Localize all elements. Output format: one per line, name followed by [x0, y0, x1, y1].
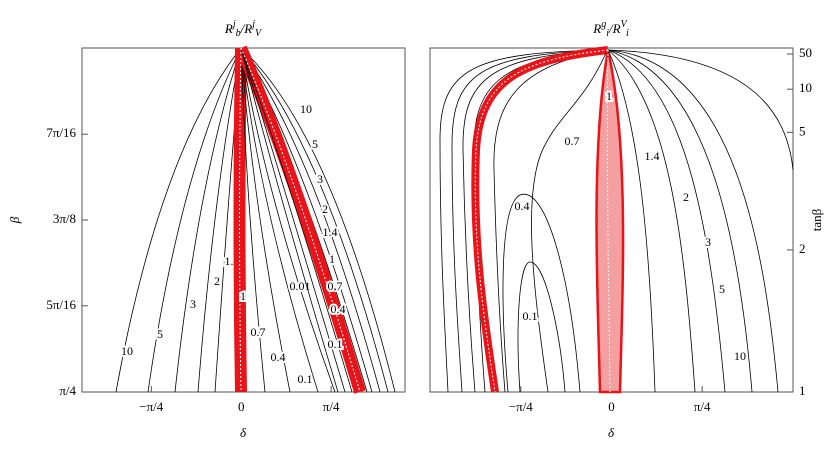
title-part: V — [255, 28, 263, 39]
y-tick-label: 5π/16 — [46, 297, 76, 312]
dotted-line — [239, 47, 242, 393]
contour-label: 10 — [300, 102, 312, 116]
x-tick-label: π/4 — [694, 399, 711, 414]
y2-axis-label: tanβ — [809, 208, 824, 231]
contour-line — [607, 49, 753, 393]
contour-line — [502, 193, 581, 393]
contour-label: 5 — [157, 327, 163, 341]
contour-line — [197, 47, 242, 393]
contour-line — [147, 47, 242, 393]
contour-line — [240, 47, 291, 393]
dotted-line — [240, 47, 361, 393]
contour-label: 2 — [322, 202, 328, 216]
title-part: j — [250, 19, 255, 30]
y2-tick-label: 10 — [799, 80, 812, 95]
title-part: R — [592, 21, 601, 36]
contour-line — [439, 49, 609, 393]
title-part: R — [224, 21, 233, 36]
title-part: j — [231, 19, 236, 30]
contour-label: 3 — [705, 235, 711, 249]
contour-label: 0.1 — [328, 337, 343, 351]
contour-line — [607, 49, 726, 393]
contour-line — [462, 49, 609, 393]
contour-line — [607, 49, 656, 393]
contour-label: 5 — [719, 282, 725, 296]
x-tick-label: 0 — [238, 399, 245, 414]
contour-line — [607, 49, 779, 393]
contour-label: 1 — [329, 252, 335, 266]
title-part: b — [236, 28, 241, 39]
contour-line — [493, 49, 609, 393]
contour-label: 0.7 — [328, 279, 343, 293]
dotted-line — [474, 49, 609, 393]
contour-label: 3 — [190, 297, 196, 311]
dotted-line — [606, 49, 611, 393]
contour-line — [607, 49, 696, 393]
title-part: i — [626, 28, 629, 39]
title-part: g — [601, 19, 606, 30]
contour-line — [174, 47, 242, 393]
title-part: i — [606, 28, 609, 39]
contour-label: 1 — [606, 89, 612, 103]
y-tick-label: 7π/16 — [46, 125, 76, 140]
contour-label: 5 — [312, 137, 318, 151]
contour-line — [531, 52, 607, 393]
contour-label: 0.1 — [523, 309, 538, 323]
x-tick-label: −π/4 — [509, 399, 534, 414]
title-part: /R — [608, 21, 621, 36]
panel-title: Rjb/RjV — [224, 19, 263, 39]
contour-line — [240, 47, 319, 393]
x-tick-label: π/4 — [323, 399, 340, 414]
panel-title: Rgi/RVi — [592, 19, 629, 39]
y2-tick-label: 2 — [799, 241, 806, 256]
contour-label: 0.4 — [515, 199, 530, 213]
y2-tick-label: 50 — [799, 45, 812, 60]
contour-line — [240, 47, 381, 393]
contour-line — [517, 261, 566, 393]
x-axis-label: δ — [608, 425, 615, 440]
contour-label: 0.7 — [565, 134, 580, 148]
contour-label: 2 — [683, 190, 689, 204]
highlight-contour — [595, 49, 625, 394]
contour-label: 1.4 — [645, 149, 660, 163]
contour-label: 1 — [240, 289, 246, 303]
x-tick-label: −π/4 — [139, 399, 164, 414]
contour-label: 1.4 — [323, 225, 338, 239]
contour-line — [115, 47, 242, 393]
x-axis-label: δ — [240, 425, 247, 440]
contour-label: 0.01 — [290, 279, 311, 293]
title-part: V — [621, 19, 629, 30]
contour-line — [607, 49, 794, 171]
contour-label: 10 — [121, 344, 133, 358]
contour-label: 2 — [214, 274, 220, 288]
contour-line — [240, 47, 346, 393]
contour-line — [240, 47, 396, 393]
contour-label: 0.1 — [298, 372, 313, 386]
contour-line — [240, 47, 266, 393]
contour-label: 10 — [734, 349, 746, 363]
contour-line — [451, 49, 609, 393]
y-tick-label: π/4 — [59, 383, 76, 398]
y2-tick-label: 1 — [799, 383, 806, 398]
y-tick-label: 3π/8 — [53, 211, 76, 226]
y-axis-label: β — [7, 216, 22, 224]
contour-label: 0.7 — [251, 325, 266, 339]
y2-tick-label: 5 — [799, 123, 806, 138]
contour-label: 3 — [317, 172, 323, 186]
x-tick-label: 0 — [608, 399, 615, 414]
contour-line — [240, 47, 389, 393]
contour-label: 0.4 — [271, 350, 286, 364]
contour-line — [240, 47, 353, 393]
title-part: /R — [240, 21, 253, 36]
contour-line — [240, 47, 339, 393]
contour-line — [240, 47, 336, 393]
